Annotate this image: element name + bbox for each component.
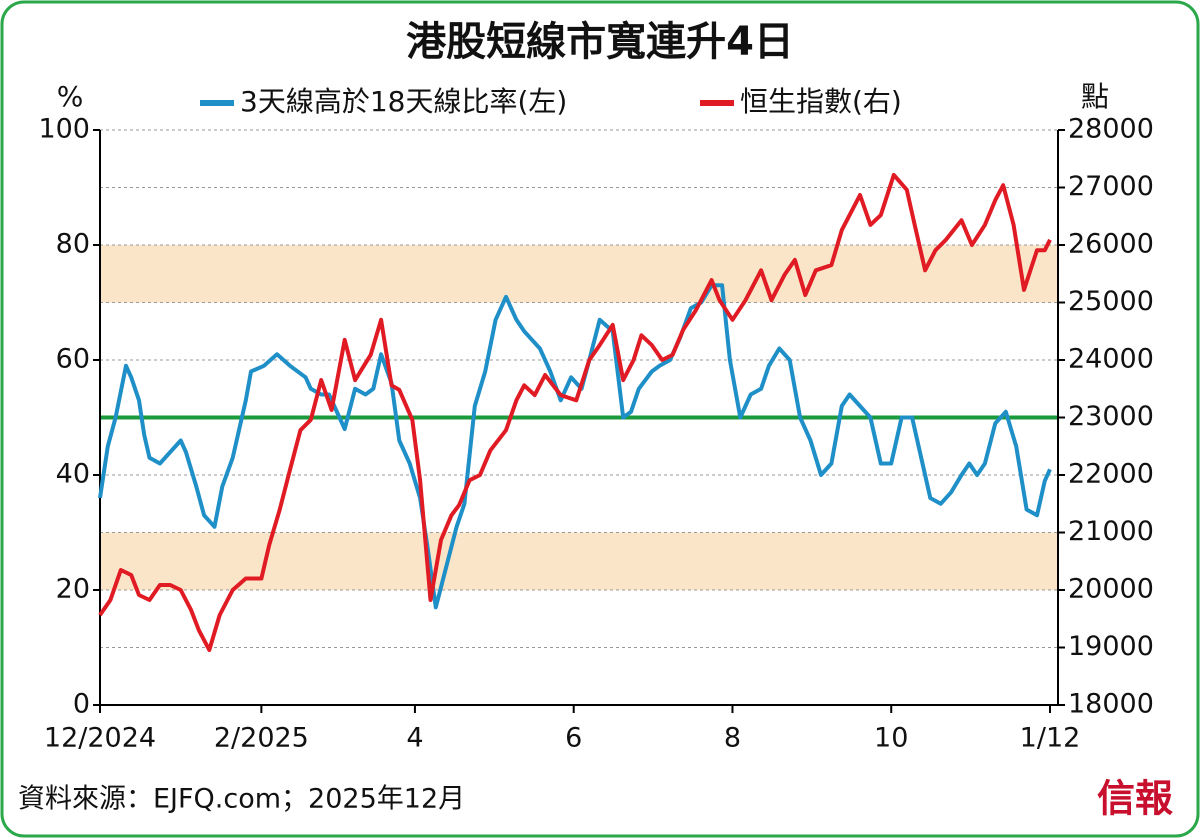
x-tick-label: 1/12 (1020, 723, 1081, 754)
y2-tick-label: 18000 (1068, 689, 1154, 720)
x-tick-label: 8 (724, 723, 741, 754)
y2-tick-label: 20000 (1068, 574, 1154, 605)
y2-tick-label: 22000 (1068, 459, 1154, 490)
y2-tick-label: 21000 (1068, 516, 1154, 547)
x-tick-label: 6 (565, 723, 582, 754)
y-axis-label: % (57, 80, 84, 113)
chart-title: 港股短線市寬連升4日 (406, 19, 794, 65)
y2-tick-label: 26000 (1068, 229, 1154, 260)
y2-tick-label: 24000 (1068, 344, 1154, 375)
logo: 信報 (1097, 776, 1173, 821)
y2-tick-label: 25000 (1068, 286, 1154, 317)
series-line (98, 172, 1052, 652)
y-tick-label: 100 (38, 114, 90, 145)
x-tick-label: 12/2024 (44, 723, 156, 754)
y2-tick-label: 28000 (1068, 114, 1154, 145)
x-tick-label: 10 (874, 723, 908, 754)
y-tick-label: 20 (56, 574, 90, 605)
y2-tick-label: 27000 (1068, 171, 1154, 202)
y-tick-label: 60 (56, 344, 90, 375)
x-tick-label: 2/2025 (214, 723, 309, 754)
y2-tick-label: 23000 (1068, 401, 1154, 432)
y2-tick-label: 19000 (1068, 631, 1154, 662)
legend-label: 3天線高於18天線比率(左) (240, 85, 567, 118)
legend-label: 恒生指數(右) (740, 85, 902, 118)
y-tick-label: 80 (56, 229, 90, 260)
band (100, 245, 1058, 303)
x-tick-label: 4 (406, 723, 423, 754)
y-tick-label: 0 (73, 689, 90, 720)
y2-axis-label: 點 (1081, 80, 1109, 113)
y-tick-label: 40 (56, 459, 90, 490)
source: 資料來源：EJFQ.com；2025年12月 (18, 784, 465, 815)
series-line (98, 283, 1052, 610)
